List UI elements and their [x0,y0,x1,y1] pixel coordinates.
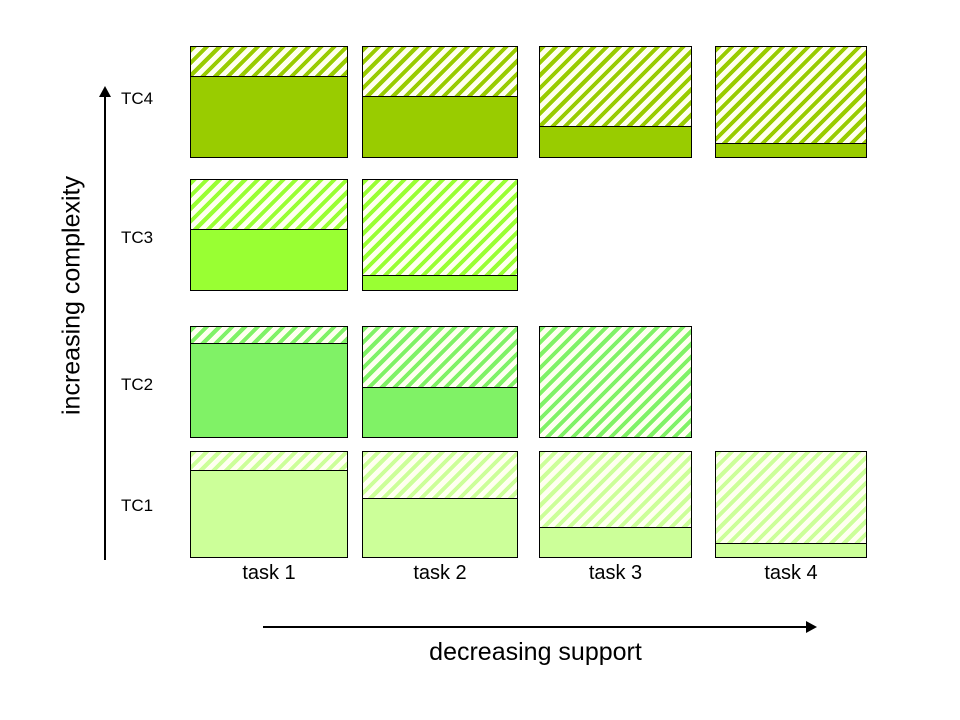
bar-segment-hatched [716,452,866,545]
bar-segment-solid [363,499,517,557]
bar-segment-hatched [363,327,517,388]
bar-tc2-task-1 [190,326,348,438]
bar-tc4-task-3 [539,46,692,158]
bar-segment-hatched [716,47,866,144]
bar-segment-hatched [191,327,347,344]
bar-segment-solid [191,229,347,290]
bar-tc1-task-4 [715,451,867,558]
bar-segment-hatched [191,452,347,471]
bar-segment-hatched [540,452,691,528]
y-tick-label-tc1: TC1 [121,496,154,515]
bar-segment-solid [363,387,517,437]
bar-tc1-task-3 [539,451,692,558]
bar-segment-solid [540,127,691,157]
bar-segment-solid [191,470,347,557]
bar-segment-hatched [540,47,691,128]
y-tick-label-tc3: TC3 [121,228,154,247]
bar-tc1-task-2 [362,451,518,558]
bar-segment-hatched [191,47,347,77]
bar-tc4-task-2 [362,46,518,158]
x-axis-title: decreasing support [429,638,642,666]
x-tick-label-task-3: task 3 [588,562,643,584]
bar-tc4-task-1 [190,46,348,158]
y-axis-title: increasing complexity [57,176,86,415]
bar-segment-solid [716,544,866,557]
x-axis-line [263,626,808,628]
bar-tc4-task-4 [715,46,867,158]
bar-segment-hatched [363,180,517,276]
bar-tc3-task-1 [190,179,348,291]
bar-tc1-task-1 [190,451,348,558]
bar-tc2-task-2 [362,326,518,438]
x-tick-label-task-1: task 1 [242,562,296,584]
bar-segment-solid [540,527,691,557]
bar-segment-hatched [540,327,691,437]
bar-segment-solid [716,143,866,157]
y-axis-line [104,95,106,560]
x-axis-arrow-icon [806,621,817,633]
bar-segment-hatched [191,180,347,230]
bar-segment-hatched [363,47,517,97]
bar-segment-hatched [363,452,517,500]
bar-segment-solid [363,96,517,157]
y-axis-arrow-icon [99,86,111,97]
bar-segment-solid [363,275,517,290]
y-tick-label-tc2: TC2 [121,375,154,394]
bar-segment-solid [191,343,347,437]
bar-tc3-task-2 [362,179,518,291]
bar-tc2-task-3 [539,326,692,438]
x-tick-label-task-2: task 2 [413,562,467,584]
x-tick-label-task-4: task 4 [764,562,818,584]
y-tick-label-tc4: TC4 [121,89,154,108]
bar-segment-solid [191,76,347,157]
